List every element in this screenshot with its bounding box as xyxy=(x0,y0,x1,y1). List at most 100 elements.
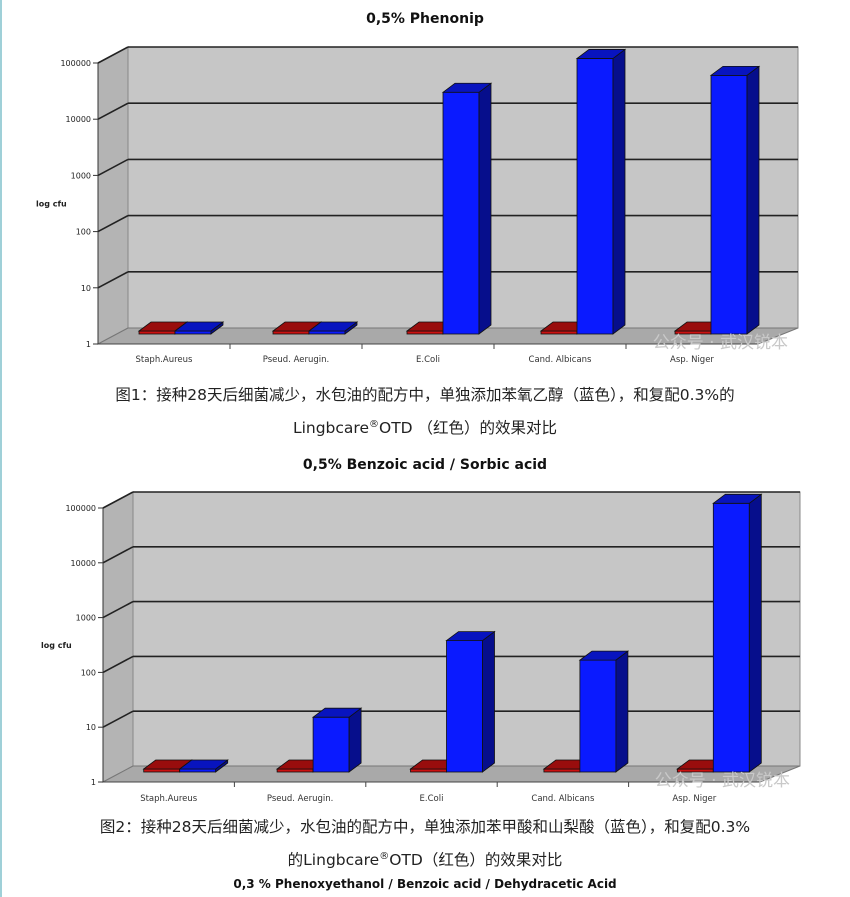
x-category-label: Cand. Albicans xyxy=(529,355,593,365)
figure-2-caption-brand: 的Lingbcare xyxy=(287,851,380,870)
gridline-side xyxy=(102,600,134,619)
bar-top-face xyxy=(445,631,496,641)
x-category-label: Cand. Albicans xyxy=(531,794,595,804)
registered-mark: ® xyxy=(379,851,390,862)
figure-1-caption-line-2: Lingbcare®OTD （红色）的效果对比 xyxy=(0,410,850,443)
figure-2-caption-line-1: 图2：接种28天后细菌减少，水包油的配方中，单独添加苯甲酸和山梨酸（蓝色），和复… xyxy=(99,818,751,836)
bar-top-face xyxy=(578,650,630,661)
gridline-side xyxy=(102,491,134,509)
bar-blue xyxy=(178,759,229,773)
gridline-side xyxy=(97,46,129,64)
y-tick-label: 100000 xyxy=(60,59,91,68)
x-category-label: Staph.Aureus xyxy=(140,794,198,804)
bar-top-face xyxy=(307,321,359,332)
y-tick-label: 1000 xyxy=(71,171,91,180)
y-tick-label: 1 xyxy=(86,340,91,349)
figure-2-caption: 图2：接种28天后细菌减少，水包油的配方中，单独添加苯甲酸和山梨酸（蓝色），和复… xyxy=(0,812,850,875)
bar-top-face xyxy=(178,759,229,770)
bar-front-face xyxy=(576,58,614,335)
bar-side-face xyxy=(478,82,492,335)
bar-front-face xyxy=(308,330,346,335)
bar-front-face xyxy=(138,330,176,335)
figure-1-caption: 图1：接种28天后细菌减少，水包油的配方中，单独添加苯氧乙醇（蓝色），和复配0.… xyxy=(0,380,850,443)
y-tick-label: 10000 xyxy=(71,559,96,568)
gridline-side xyxy=(97,158,129,177)
bar-front-face xyxy=(579,659,617,773)
y-tick-label: 10000 xyxy=(66,115,91,124)
x-category-label: E.Coli xyxy=(416,355,440,365)
gridline-side xyxy=(102,710,134,728)
chart-title: 0,5% Benzoic acid / Sorbic acid xyxy=(303,457,547,473)
watermark: 公众号 · 武汉锐本 xyxy=(653,333,788,353)
bar-blue xyxy=(578,650,630,773)
bar-front-face xyxy=(446,640,483,773)
y-tick-label: 100 xyxy=(81,668,96,677)
bar-blue xyxy=(441,82,493,335)
y-tick-label: 10 xyxy=(81,284,91,293)
bar-blue xyxy=(311,707,363,773)
gridline-side xyxy=(97,271,129,289)
y-tick-label: 100 xyxy=(76,228,91,237)
bar-blue xyxy=(173,321,225,335)
figure-1-caption-brand: Lingbcare xyxy=(292,419,369,438)
chart-title: 0,5% Phenonip xyxy=(366,11,484,27)
bar-blue xyxy=(709,65,761,335)
x-category-label: Asp. Niger xyxy=(670,355,714,365)
gridline-side xyxy=(97,214,129,233)
next-chart-title: 0,3 % Phenoxyethanol / Benzoic acid / De… xyxy=(233,877,617,891)
y-axis-label: log cfu xyxy=(41,641,72,650)
bar-top-face xyxy=(441,82,493,93)
bar-front-face xyxy=(276,768,314,773)
bar-side-face xyxy=(348,707,362,773)
figure-2-caption-line-2: 的Lingbcare®OTD（红色）的效果对比 xyxy=(0,842,850,875)
bar-blue xyxy=(307,321,359,335)
chart-phenonip: 0,5% Phenonip 1 10 100 1000 10000 100000 log cf… xyxy=(36,11,799,365)
bar-front-face xyxy=(406,330,444,335)
x-category-label: Asp. Niger xyxy=(672,794,716,804)
figure-1-caption-rest: OTD （红色）的效果对比 xyxy=(379,419,558,438)
y-tick-label: 1 xyxy=(91,778,96,787)
bar-side-face xyxy=(482,630,495,773)
chart-benzoic-sorbic: 0,5% Benzoic acid / Sorbic acid 1 10 100 100… xyxy=(41,457,801,804)
bar-front-face xyxy=(712,502,750,773)
x-category-label: E.Coli xyxy=(420,794,444,804)
page-left-rule xyxy=(0,0,2,897)
y-tick-label: 1000 xyxy=(76,614,96,623)
bar-top-face xyxy=(311,707,363,718)
chart-side-wall xyxy=(97,46,129,345)
registered-mark: ® xyxy=(369,419,379,430)
y-axis-label: log cfu xyxy=(36,200,67,209)
bar-front-face xyxy=(174,330,212,335)
bar-front-face xyxy=(540,330,578,335)
bar-front-face xyxy=(410,768,447,773)
x-category-label: Pseud. Aerugin. xyxy=(263,355,329,365)
bar-top-face xyxy=(575,49,627,59)
x-category-label: Staph.Aureus xyxy=(136,355,194,365)
x-category-label: Pseud. Aerugin. xyxy=(267,794,333,804)
y-tick-label: 100000 xyxy=(65,504,96,513)
bar-side-face xyxy=(748,493,762,773)
bar-top-face xyxy=(712,493,763,504)
figure-1-caption-line-1: 图1：接种28天后细菌减少，水包油的配方中，单独添加苯氧乙醇（蓝色），和复配0.… xyxy=(115,386,735,404)
bar-front-face xyxy=(179,768,217,773)
bar-front-face xyxy=(710,74,748,335)
bar-side-face xyxy=(746,65,760,335)
chart-side-wall xyxy=(102,491,134,783)
y-tick-label: 10 xyxy=(86,723,96,732)
bar-blue xyxy=(445,630,496,773)
bar-top-face xyxy=(709,65,761,76)
bar-front-face xyxy=(272,330,310,335)
bar-side-face xyxy=(615,650,629,773)
bar-front-face xyxy=(312,716,350,773)
watermark: 公众号 · 武汉锐本 xyxy=(655,771,790,791)
figure-2-caption-rest: OTD（红色）的效果对比 xyxy=(389,851,563,870)
gridline-side xyxy=(97,102,129,120)
bar-front-face xyxy=(143,768,181,773)
bar-side-face xyxy=(612,48,626,335)
gridline-side xyxy=(102,546,134,564)
bar-front-face xyxy=(543,768,581,773)
bar-front-face xyxy=(442,91,480,335)
bar-blue xyxy=(712,493,763,773)
bar-blue xyxy=(575,48,627,335)
gridline-side xyxy=(102,655,134,674)
